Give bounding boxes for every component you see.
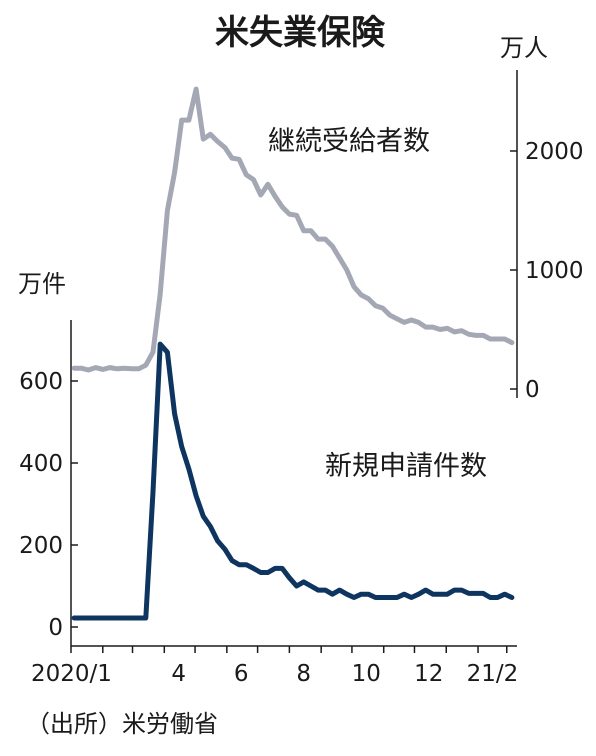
- series-layer: [71, 86, 515, 621]
- series-label-initial-claims: 新規申請件数: [325, 451, 487, 482]
- left-tick-label: 600: [19, 369, 63, 395]
- right-tick-label: 1000: [525, 258, 584, 284]
- right-axis-ticks: 0 1000 2000: [510, 139, 584, 403]
- left-tick-label: 0: [48, 615, 63, 641]
- continuing-claims-line: [71, 86, 515, 373]
- x-tick-label: 12: [414, 661, 443, 687]
- right-tick-label: 0: [525, 377, 540, 403]
- x-tick-label: 21/2: [467, 661, 519, 687]
- initial-claims-line: [71, 341, 515, 621]
- x-tick-label: 2020/1: [31, 661, 112, 687]
- left-axis-unit: 万件: [18, 270, 66, 298]
- right-tick-label: 2000: [525, 139, 584, 165]
- source-note: （出所）米労働省: [26, 710, 218, 738]
- x-tick-label: 10: [352, 661, 381, 687]
- x-axis-ticks: 2020/1 4 6 8 10 12 21/2: [31, 646, 518, 687]
- left-tick-label: 400: [19, 451, 63, 477]
- x-tick-label: 4: [171, 661, 186, 687]
- right-axis-unit: 万人: [500, 34, 548, 62]
- left-axis-ticks: 0 200 400 600: [19, 369, 78, 641]
- x-tick-label: 6: [234, 661, 249, 687]
- left-tick-label: 200: [19, 533, 63, 559]
- x-tick-label: 8: [296, 661, 311, 687]
- chart-title: 米失業保険: [215, 13, 386, 53]
- series-label-continuing-claims: 継続受給者数: [268, 126, 430, 157]
